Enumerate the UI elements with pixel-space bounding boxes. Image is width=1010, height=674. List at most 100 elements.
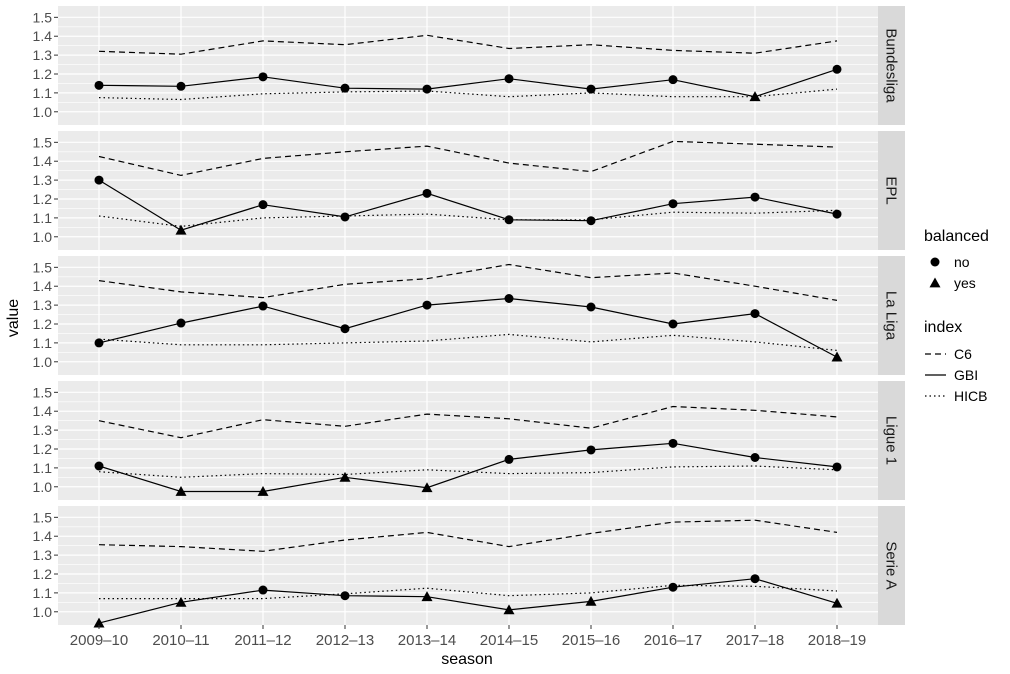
data-point-circle <box>750 309 760 319</box>
y-axis-title: value <box>5 299 22 337</box>
data-point-circle <box>504 74 514 84</box>
series-line-hicb <box>98 209 838 228</box>
y-tick-label: 1.4 <box>33 278 53 294</box>
y-tick-label: 1.3 <box>33 172 53 188</box>
series-line-hicb <box>98 465 838 478</box>
x-tick-label: 2016–17 <box>644 632 702 649</box>
legend-key-circle <box>930 257 940 267</box>
data-point-circle <box>258 72 268 82</box>
plot-area <box>98 34 838 101</box>
series-line-gbi <box>98 68 838 98</box>
data-point-triangle <box>339 471 351 482</box>
y-tick-label: 1.5 <box>33 259 53 275</box>
series-line-gbi <box>98 578 838 624</box>
data-point-circle <box>94 461 104 471</box>
data-point-circle <box>258 301 268 311</box>
y-tick-label: 1.3 <box>33 422 53 438</box>
facet-strip <box>878 381 905 500</box>
data-point-circle <box>504 454 514 464</box>
series-line-c6 <box>98 34 838 55</box>
facet-strip <box>878 506 905 625</box>
y-tick-label: 1.1 <box>33 335 53 351</box>
y-tick-label: 1.1 <box>33 585 53 601</box>
y-tick-label: 1.2 <box>33 66 53 82</box>
facet-strip-label: Bundesliga <box>883 28 900 103</box>
y-tick-label: 1.0 <box>33 229 53 245</box>
data-point-circle <box>504 215 514 225</box>
facet-panels: 1.0 1.1 1.2 1.3 1.4 1.5 Bundesliga 1.0 1.1 1.2 1.3… <box>33 6 905 628</box>
x-tick-label: 2012–13 <box>316 632 374 649</box>
data-point-triangle <box>175 224 187 235</box>
series-line-c6 <box>98 263 838 301</box>
x-tick-label: 2010–11 <box>152 632 209 649</box>
facet-strip-label: La Liga <box>883 291 900 341</box>
y-tick-label: 1.4 <box>33 28 53 44</box>
data-point-circle <box>586 216 596 226</box>
x-tick-label: 2009–10 <box>70 632 128 649</box>
x-tick-label: 2013–14 <box>398 632 456 649</box>
data-point-circle <box>258 200 268 210</box>
panel-background <box>58 131 878 250</box>
y-tick-label: 1.2 <box>33 566 53 582</box>
x-tick-label: 2017–18 <box>726 632 784 649</box>
data-point-circle <box>668 438 678 448</box>
data-point-circle <box>94 80 104 90</box>
facet-la-liga: 1.0 1.1 1.2 1.3 1.4 1.5 La Liga <box>33 256 905 375</box>
y-tick-label: 1.1 <box>33 85 53 101</box>
facet-strip <box>878 131 905 250</box>
data-point-circle <box>586 302 596 312</box>
facet-ligue-1: 1.0 1.1 1.2 1.3 1.4 1.5 Ligue 1 <box>33 381 905 500</box>
y-tick-label: 1.3 <box>33 297 53 313</box>
data-point-triangle <box>831 351 843 362</box>
data-point-triangle <box>831 597 843 608</box>
facet-bundesliga: 1.0 1.1 1.2 1.3 1.4 1.5 Bundesliga <box>33 6 905 125</box>
data-point-circle <box>668 319 678 329</box>
plot-area <box>98 405 838 493</box>
facet-strip <box>878 6 905 125</box>
legend-key-triangle <box>929 277 941 288</box>
y-tick-label: 1.0 <box>33 604 53 620</box>
x-tick-label: 2011–12 <box>234 632 291 649</box>
facet-strip-label: EPL <box>883 176 900 204</box>
series-line-gbi <box>98 442 838 493</box>
data-point-triangle <box>175 486 187 496</box>
y-tick-label: 1.1 <box>33 210 53 226</box>
facet-epl: 1.0 1.1 1.2 1.3 1.4 1.5 EPL <box>33 131 905 250</box>
legend-label: GBI <box>954 367 978 383</box>
legend-label: no <box>954 254 970 270</box>
y-tick-label: 1.0 <box>33 354 53 370</box>
facet-strip <box>878 256 905 375</box>
series-line-hicb <box>98 88 838 101</box>
legend-title-index: index <box>924 319 962 336</box>
y-tick-label: 1.0 <box>33 479 53 495</box>
y-tick-label: 1.2 <box>33 191 53 207</box>
panel-background <box>58 6 878 125</box>
series-line-hicb <box>98 333 838 351</box>
data-point-triangle <box>175 596 187 607</box>
y-tick-label: 1.3 <box>33 47 53 63</box>
data-point-circle <box>832 209 842 219</box>
data-point-triangle <box>585 595 597 606</box>
plot-area <box>98 519 838 624</box>
y-tick-label: 1.4 <box>33 153 53 169</box>
y-tick-label: 1.0 <box>33 104 53 120</box>
y-tick-label: 1.1 <box>33 460 53 476</box>
data-point-circle <box>176 318 186 328</box>
data-point-circle <box>832 64 842 74</box>
y-tick-label: 1.4 <box>33 528 53 544</box>
plot-area <box>98 140 838 231</box>
plot-area <box>98 263 838 358</box>
y-tick-label: 1.4 <box>33 403 53 419</box>
data-point-circle <box>340 324 350 334</box>
y-tick-label: 1.5 <box>33 509 53 525</box>
y-tick-label: 1.5 <box>33 134 53 150</box>
facet-serie-a: 1.0 1.1 1.2 1.3 1.4 1.5 Serie A <box>33 506 905 628</box>
data-point-circle <box>668 582 678 592</box>
data-point-circle <box>340 212 350 222</box>
x-tick-label: 2018–19 <box>808 632 866 649</box>
data-point-circle <box>176 81 186 91</box>
legend: balanced no yes index C6 GBI HICB <box>924 228 989 404</box>
data-point-circle <box>750 192 760 202</box>
series-line-hicb <box>99 584 838 600</box>
